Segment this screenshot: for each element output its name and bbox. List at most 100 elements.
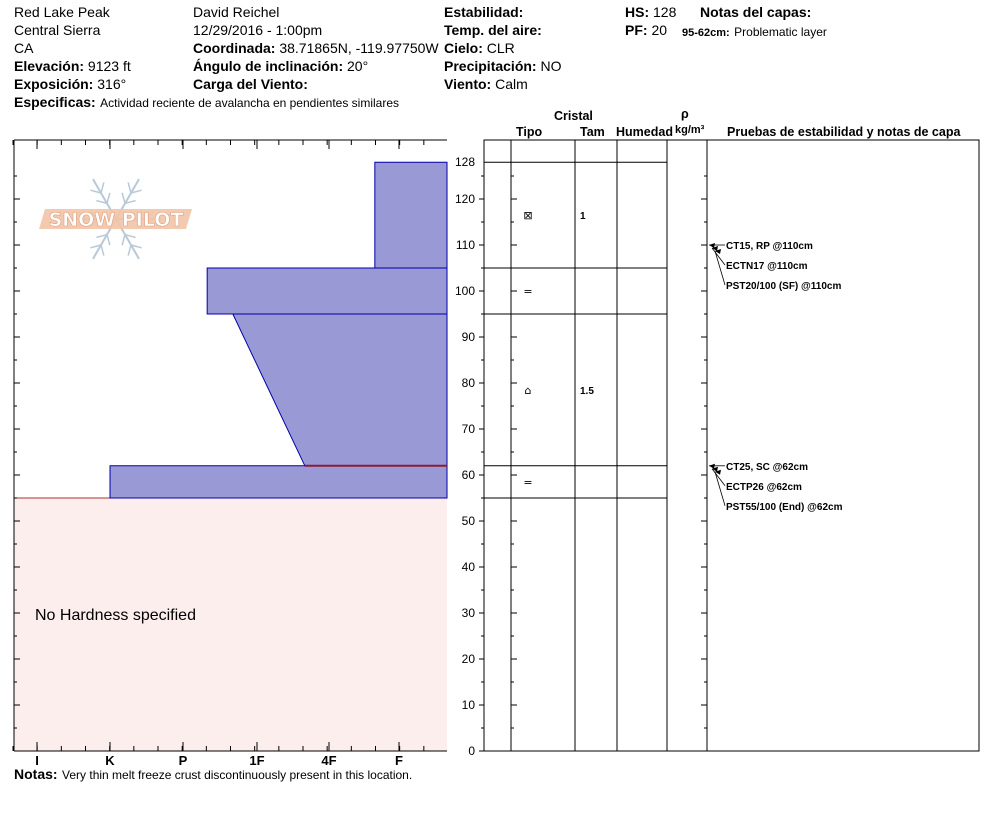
depth-tick-label: 70 [462,422,476,436]
test-arrowhead [715,469,721,475]
sky-label: Cielo: [444,40,483,56]
snowflake-branch [121,234,126,246]
coordinate-row: Coordinada: 38.71865N, -119.97750W [193,40,439,56]
depth-top-label: 128 [455,155,475,169]
depth-tick-label: 120 [455,192,475,206]
hardness-layer-2 [232,313,448,467]
stability-tests: CT15, RP @110cm ECTN17 @110cm PST20/100 (S… [709,241,843,513]
snowflake-branch [124,199,136,205]
hs-value: 128 [653,4,677,20]
no-hardness-region [14,498,447,751]
test-arrowhead [712,246,718,251]
stability-test-label: PST20/100 (SF) @110cm [726,281,841,292]
observation-datetime: 12/29/2016 - 1:00pm [193,22,323,38]
specifics-row: Especificas: Actividad reciente de avala… [14,94,399,112]
tam-header: Tam [580,125,605,139]
specifics-label: Especificas: [14,94,96,110]
specifics-value: Actividad reciente de avalancha en pendi… [100,96,400,110]
snowflake-branch [100,182,105,194]
humedad-header: Humedad [616,125,673,139]
stability-test-label: PST55/100 (End) @62cm [726,502,843,513]
grain-size-value: 1.5 [580,386,594,397]
snowflake-branch [130,244,142,249]
notes-label: Notas: [14,766,58,782]
test-arrowhead [709,463,715,469]
precip-value: NO [540,58,562,74]
hardness-layers [14,161,448,751]
layer-note-range: 95-62cm: [682,27,730,39]
hardness-frame: I K P 1F 4F F [12,139,447,768]
coordinate-value: 38.71865N, -119.97750W [279,40,439,56]
wind-load-label: Carga del Viento: [193,76,308,92]
test-arrow [714,250,726,286]
grain-type-symbol: = [523,476,532,489]
depth-tick-label: 40 [462,560,476,574]
slope-row: Ángulo de inclinación: 20° [193,58,368,74]
air-temp-label: Temp. del aire: [444,22,542,38]
snowflake-branch [124,233,136,239]
depth-tick-label: 60 [462,468,476,482]
elevation-label: Elevación: [14,58,85,74]
hardness-tick-label: P [179,753,188,768]
logo-banner [39,209,192,229]
snowflake-branch [90,244,102,249]
notes-row: Notas: Very thin melt freeze crust disco… [14,766,412,784]
hardness-tick-label: F [395,753,403,768]
layer-note-text: Problematic layer [734,25,827,39]
snowflake-branch [90,189,102,194]
logo-text: SNOW PILOT [49,209,184,231]
depth-tick-label: 10 [462,698,476,712]
hardness-layer-3 [109,465,448,499]
stability-label: Estabilidad: [444,4,524,20]
test-arrow [714,471,726,506]
no-hardness-text: No Hardness specified [35,607,196,624]
snowflake-branch [106,234,111,246]
coordinate-label: Coordinada: [193,40,276,56]
state-name: CA [14,40,34,56]
depth-tick-label: 0 [468,744,475,758]
exposure-value: 316° [97,76,127,92]
sky-value: CLR [486,40,515,56]
sky-row: Cielo: CLR [444,40,515,56]
density-unit-header: kg/m³ [675,124,705,136]
depth-tick-label: 110 [456,238,475,252]
snowflake-branch [130,189,142,194]
depth-tick-label: 90 [462,330,476,344]
test-arrowhead [709,243,715,248]
snowpilot-logo: SNOW PILOT [39,178,192,260]
pf-label: PF: [625,22,648,38]
grain-type-symbol: ⊠ [523,209,532,222]
stability-test-label: ECTP26 @62cm [726,482,802,493]
hs-label: HS: [625,4,650,20]
snowflake-branch [127,244,132,256]
depth-tick-label: 20 [462,652,476,666]
snowflake-branch [106,192,111,204]
snowflake-branch [127,182,132,194]
hardness-layer-0 [374,161,448,269]
layer-notes-label: Notas del capas: [700,4,812,20]
precip-row: Precipitación: NO [444,58,561,74]
slope-label: Ángulo de inclinación: [193,58,344,74]
tests-header: Pruebas de estabilidad y notas de capa [727,125,961,139]
stability-test-label: ECTN17 @110cm [726,261,808,272]
elevation-value: 9123 ft [87,58,131,74]
snowflake-branch [121,192,126,204]
wind-label: Viento: [444,76,492,92]
snowflake-branch [96,199,108,205]
hardness-tick-label: 4F [321,753,336,768]
tipo-header: Tipo [516,125,543,139]
wind-value: Calm [495,76,528,92]
grain-size-value: 1 [580,211,586,222]
density-rho-header: ρ [681,107,689,121]
grain-table: ⊠ 1 = ⌂ 1.5 = [483,139,980,752]
depth-tick-label: 50 [462,514,476,528]
grain-type-symbol: = [523,285,532,298]
exposure-label: Exposición: [14,76,94,92]
observer-name: David Reichel [193,4,280,20]
range-name: Central Sierra [14,22,101,38]
location-name: Red Lake Peak [14,4,110,20]
hardness-tick-label: I [35,753,39,768]
test-arrowhead [712,466,718,472]
grain-type-symbol: ⌂ [525,384,532,397]
